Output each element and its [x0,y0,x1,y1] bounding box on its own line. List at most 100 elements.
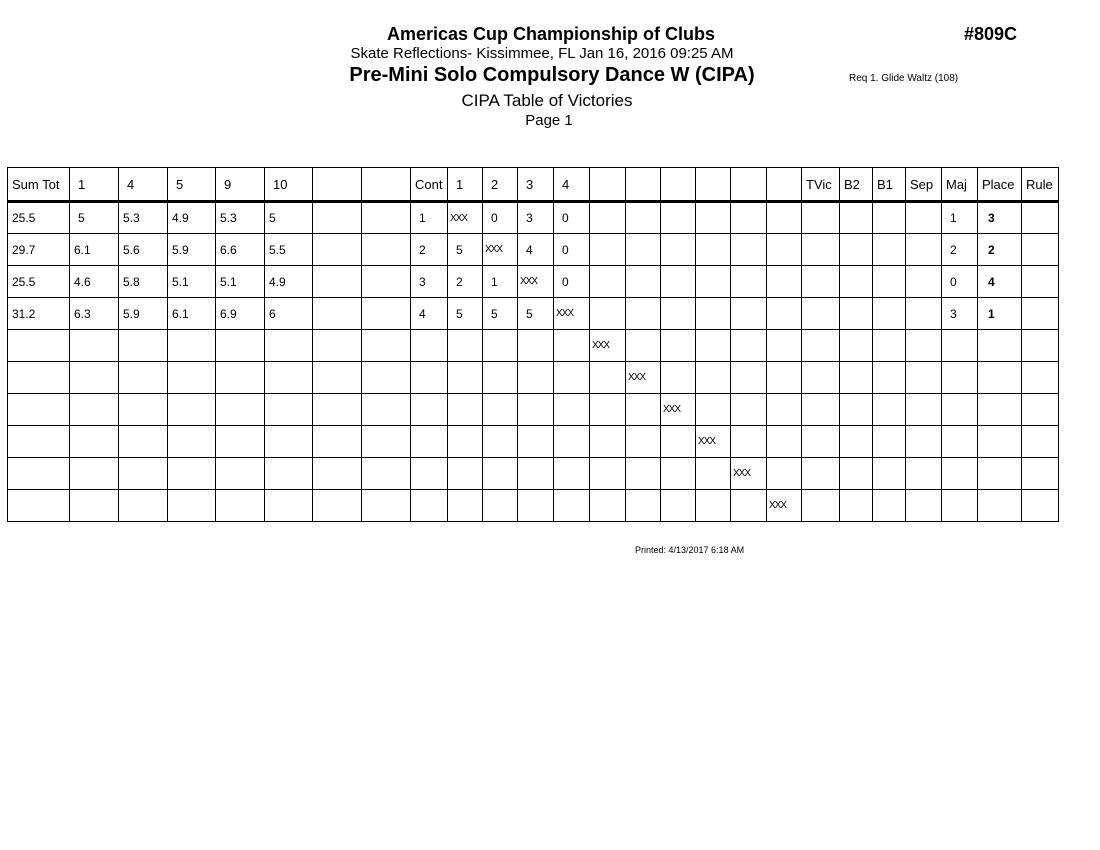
column-header [361,167,411,203]
table-cell [517,393,554,426]
table-cell [482,425,518,458]
table-cell [7,489,70,522]
requirement: Req 1. Glide Waltz (108) [849,73,959,84]
column-header: 1 [69,167,119,203]
column-header [660,167,696,203]
table-cell [361,265,411,298]
table-cell: 1 [941,201,978,234]
table-cell [215,425,265,458]
table-cell [447,425,483,458]
column-header [312,167,362,203]
self-comparison-cell: XXX [730,457,767,490]
table-cell [167,393,216,426]
table-cell [905,489,942,522]
table-cell [447,393,483,426]
table-cell [839,265,873,298]
table-cell [312,489,362,522]
table-cell [660,329,696,362]
table-cell: 3 [410,265,448,298]
table-cell [730,329,767,362]
self-comparison-cell: XXX [553,297,590,330]
table-cell [695,361,731,394]
table-cell [801,361,840,394]
table-cell [801,233,840,266]
table-cell [589,489,626,522]
column-header: 2 [482,167,518,203]
table-cell [361,393,411,426]
table-cell [264,457,313,490]
column-header: Cont [410,167,448,203]
table-cell [801,265,840,298]
table-cell [553,393,590,426]
table-cell: 5.3 [215,201,265,234]
column-header: TVic [801,167,840,203]
table-row: 29.7 6.1 5.6 5.9 6.6 5.5 2 5 XXX 4 0 2 2 [7,233,1059,266]
table-cell [312,233,362,266]
table-cell: 5 [264,201,313,234]
table-cell [167,361,216,394]
table-cell [553,457,590,490]
table-cell [312,393,362,426]
table-cell [872,425,906,458]
table-cell [69,457,119,490]
table-cell [625,425,661,458]
table-cell [118,457,168,490]
header-row: Sum Tot 1 4 5 9 10 Cont 1 2 3 4 TVic B2 B1 Sep Maj Place… [7,167,1059,203]
table-cell [695,489,731,522]
table-cell [625,393,661,426]
table-cell [905,361,942,394]
table-cell [905,425,942,458]
table-cell [905,329,942,362]
table-cell [7,361,70,394]
table-cell [1021,361,1059,394]
table-cell: 0 [553,265,590,298]
table-cell: 4 [517,233,554,266]
table-cell: 5 [482,297,518,330]
table-cell: 2 [977,233,1022,266]
table-cell [1021,393,1059,426]
table-cell: 29.7 [7,233,70,266]
table-cell [361,361,411,394]
self-comparison-cell: XXX [482,233,518,266]
table-cell [839,297,873,330]
table-cell [361,233,411,266]
table-row: 25.5 5 5.3 4.9 5.3 5 1 XXX 0 3 0 1 3 [7,201,1059,234]
column-header: 4 [553,167,590,203]
table-cell [7,393,70,426]
table-cell [766,233,802,266]
table-cell [695,393,731,426]
table-cell [766,393,802,426]
table-cell [941,329,978,362]
table-cell [361,457,411,490]
table-row: XXX [7,425,1059,458]
table-cell [167,425,216,458]
table-cell: 5.1 [215,265,265,298]
table-cell [872,489,906,522]
table-cell: 5 [447,233,483,266]
table-cell [1021,457,1059,490]
table-cell [730,425,767,458]
table-cell [941,393,978,426]
table-cell [801,297,840,330]
table-cell: 4.6 [69,265,119,298]
column-header [766,167,802,203]
table-cell [625,265,661,298]
table-cell [7,457,70,490]
table-cell [839,425,873,458]
column-header: B2 [839,167,873,203]
column-header [695,167,731,203]
table-cell [482,489,518,522]
table-cell [118,361,168,394]
table-cell [264,393,313,426]
table-cell [839,457,873,490]
table-cell [167,489,216,522]
table-cell [977,425,1022,458]
table-row: 25.5 4.6 5.8 5.1 5.1 4.9 3 2 1 XXX 0 0 4 [7,265,1059,298]
table-cell [553,329,590,362]
table-cell: 6 [264,297,313,330]
column-header [589,167,626,203]
table-cell [312,265,362,298]
table-cell [941,457,978,490]
table-cell [625,233,661,266]
table-cell [410,329,448,362]
